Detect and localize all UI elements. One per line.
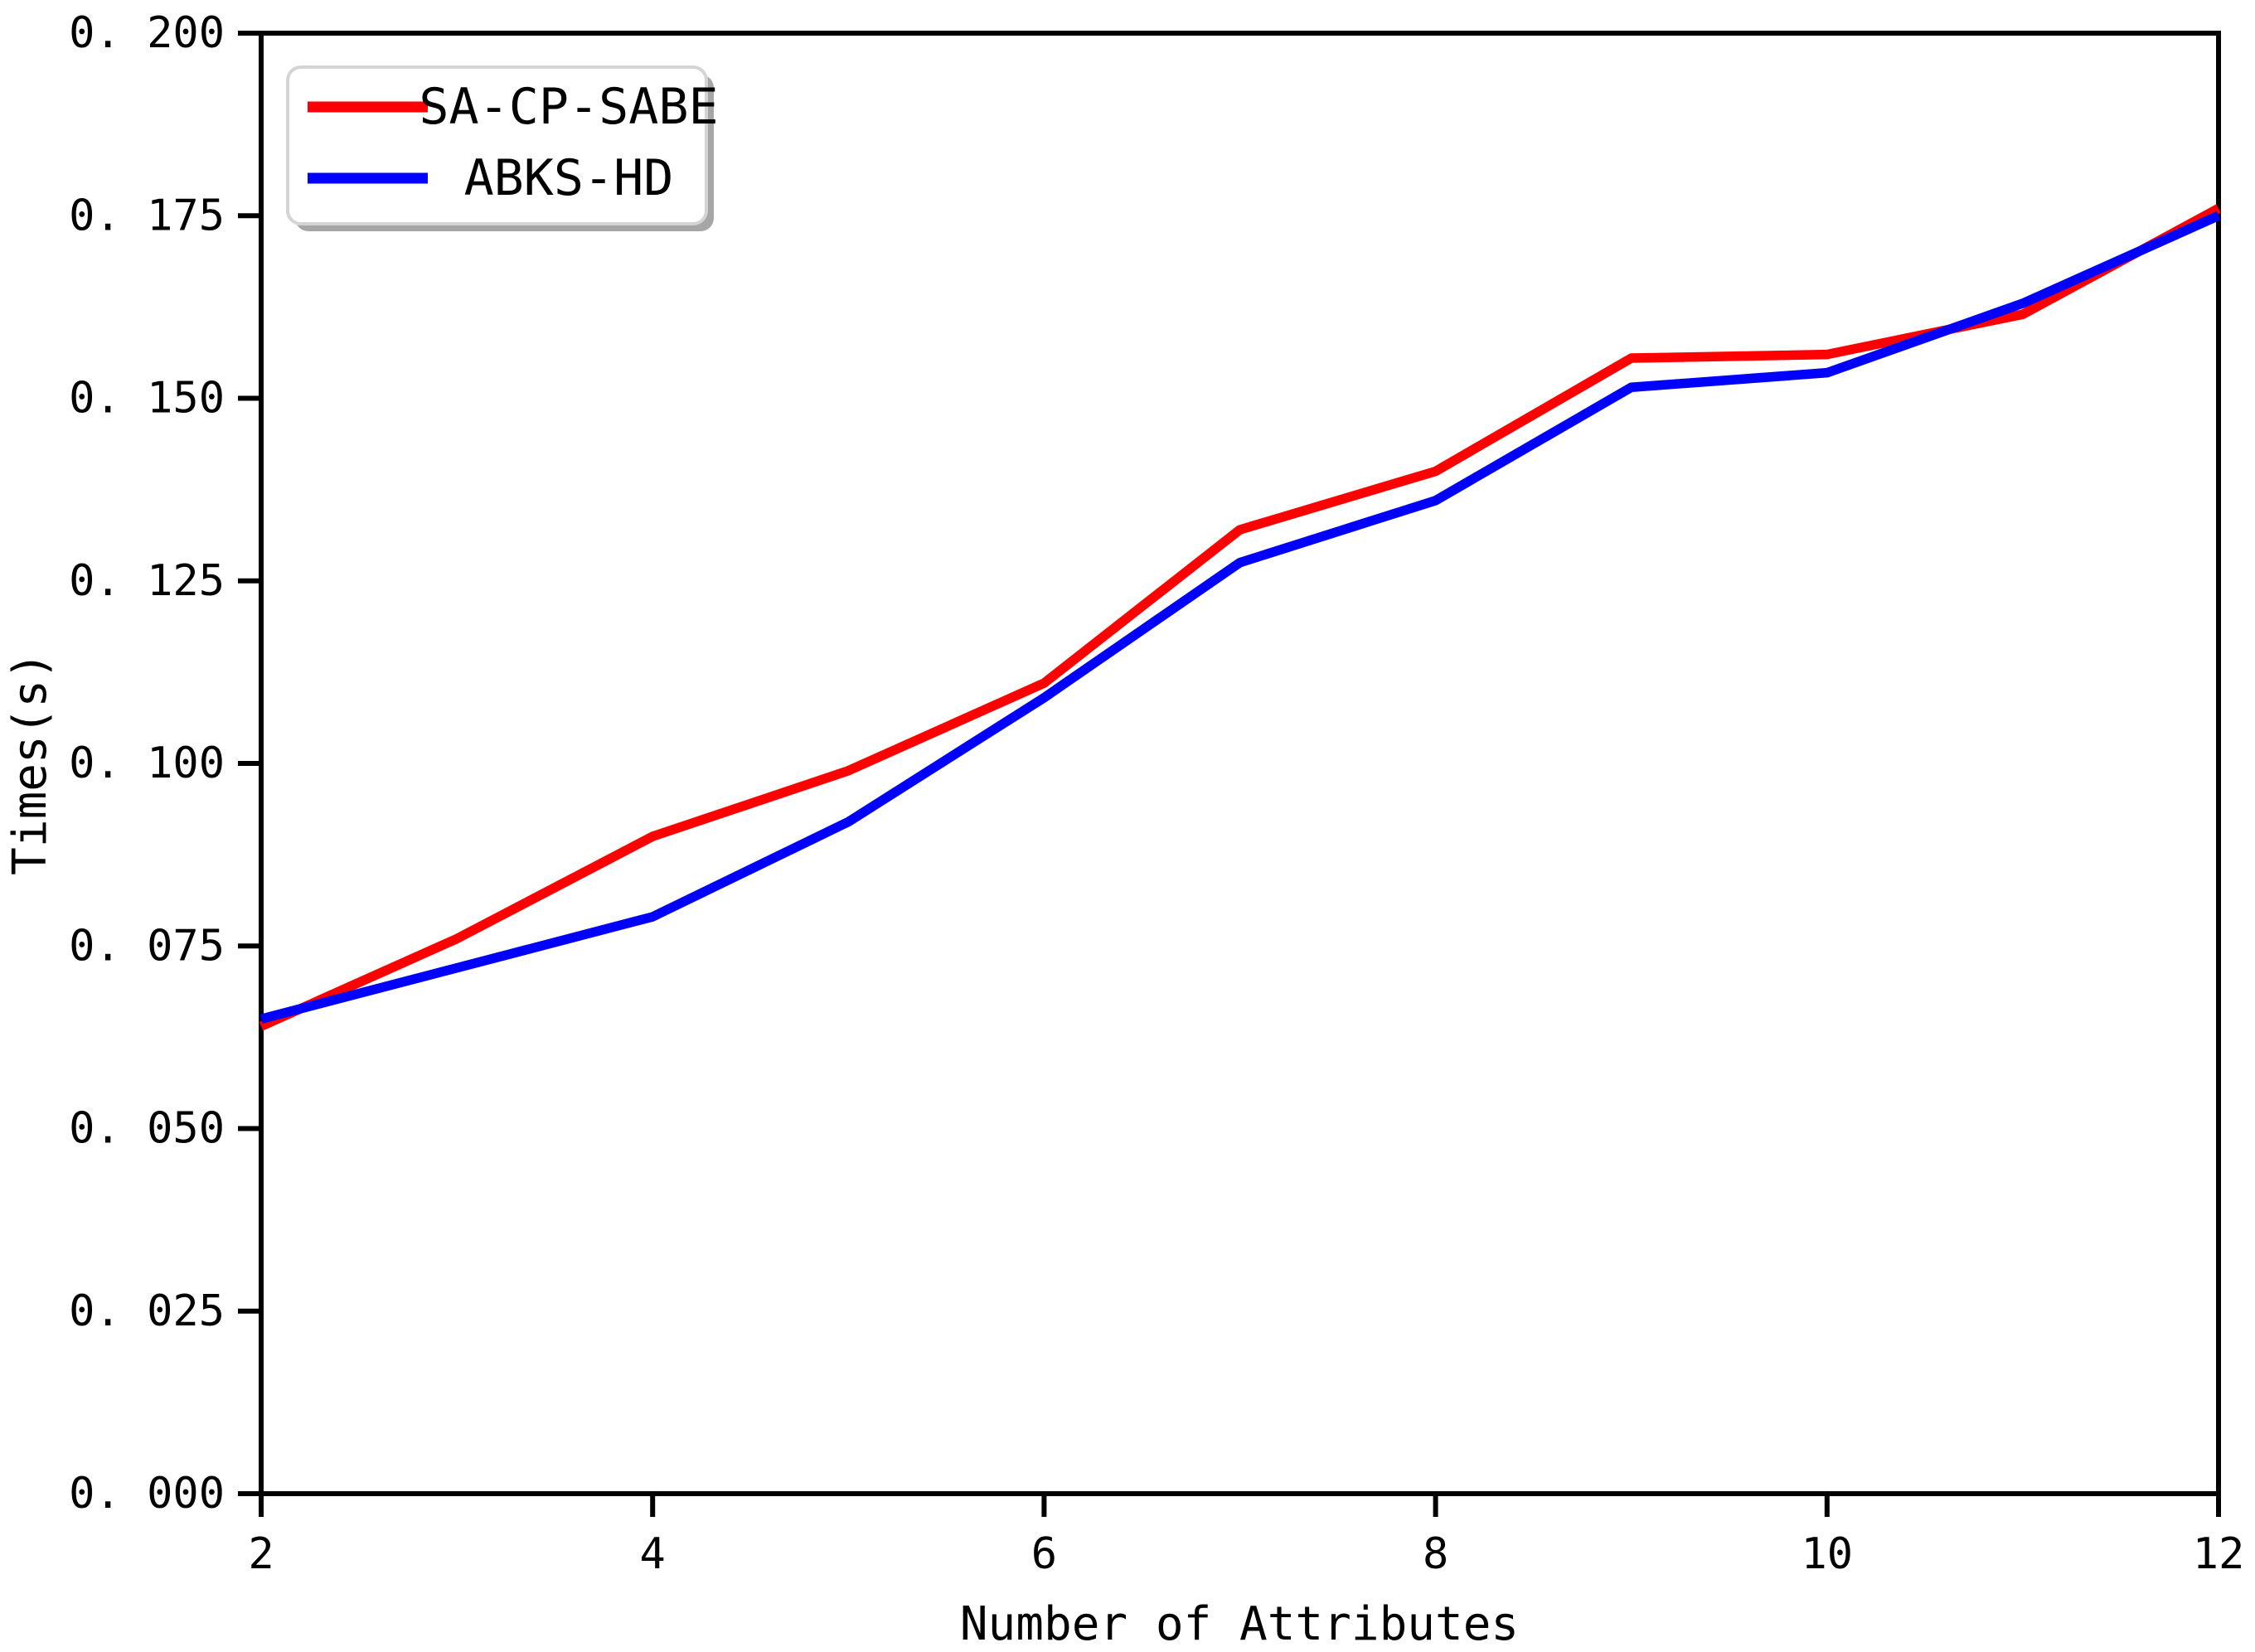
y-tick-label: 0. 000 — [69, 1469, 225, 1519]
plot-frame — [259, 31, 2221, 1496]
y-axis-title: Times(s) — [3, 652, 57, 875]
y-tick-label: 0. 025 — [69, 1286, 225, 1336]
y-tick-label: 0. 125 — [69, 556, 225, 606]
x-tick-label: 10 — [1801, 1529, 1853, 1579]
x-tick-label: 4 — [640, 1529, 666, 1579]
y-tick-label: 0. 175 — [69, 191, 225, 240]
y-tick-label: 0. 050 — [69, 1104, 225, 1154]
series-line-abks-hd — [259, 211, 2221, 1024]
x-tick-label: 12 — [2193, 1529, 2245, 1579]
x-tick-label: 6 — [1031, 1529, 1057, 1579]
x-tick-label: 8 — [1423, 1529, 1448, 1579]
y-tick-label: 0. 075 — [69, 921, 225, 971]
series-line-sa-cp-sabe — [259, 204, 2221, 1031]
y-tick-label: 0. 150 — [69, 374, 225, 424]
y-tick-label: 0. 200 — [69, 8, 225, 58]
legend-label-abks-hd: ABKS-HD — [464, 149, 674, 207]
plot-area: 0. 000 0. 025 0. 050 0. 075 0. 100 0. 125 0. 1… — [69, 8, 2244, 1579]
y-tick-label: 0. 100 — [69, 739, 225, 788]
x-axis-title: Number of Attributes — [960, 1597, 1519, 1651]
x-tick-label: 2 — [248, 1529, 274, 1579]
legend-label-sa-cp-sabe: SA-CP-SABE — [419, 78, 718, 136]
